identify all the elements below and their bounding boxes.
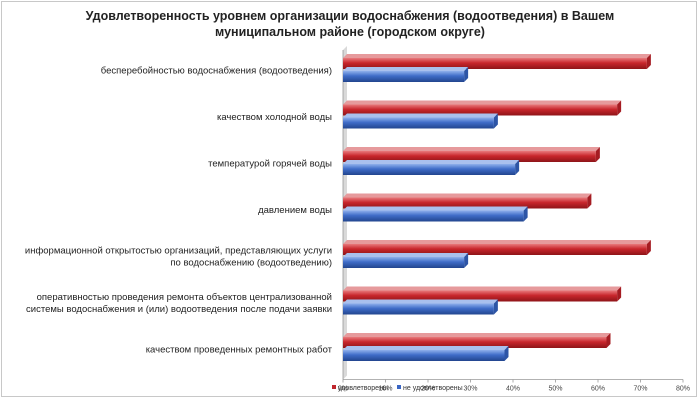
bar-cap-satisfied-3: [595, 147, 600, 162]
x-tick-label-4: 40%: [506, 386, 520, 393]
category-label-4: давлением воды: [258, 205, 332, 216]
bar-satisfied-6: [343, 290, 618, 302]
bar-cap-satisfied-1: [646, 54, 651, 69]
bar-unsatisfied-5: [343, 257, 465, 268]
category-label-7: качеством проведенных ремонтных работ: [146, 345, 333, 356]
x-tick-label-1: 10%: [378, 386, 392, 393]
x-tick-label-7: 70%: [633, 386, 647, 393]
bar-top-unsatisfied-5: [343, 253, 469, 257]
bar-unsatisfied-4: [343, 210, 524, 222]
bar-cap-satisfied-4: [587, 193, 592, 209]
bar-unsatisfied-6: [343, 303, 494, 315]
bar-cap-unsatisfied-2: [493, 113, 498, 129]
bar-unsatisfied-3: [343, 164, 516, 175]
bar-top-unsatisfied-4: [343, 206, 528, 211]
bar-cap-satisfied-2: [617, 100, 622, 116]
bar-top-satisfied-4: [343, 193, 592, 198]
bar-cap-satisfied-6: [617, 286, 622, 302]
chart-title: Удовлетворенность уровнем организации во…: [40, 8, 660, 40]
category-label-5: информационной открытостью организаций, …: [25, 246, 332, 269]
bar-top-satisfied-6: [343, 286, 622, 291]
bar-top-unsatisfied-2: [343, 113, 498, 118]
legend-swatch-unsatisfied: [397, 385, 401, 389]
bar-top-unsatisfied-6: [343, 299, 498, 304]
bar-cap-satisfied-5: [646, 240, 651, 255]
x-tick-label-8: 80%: [676, 386, 690, 393]
bar-cap-unsatisfied-4: [523, 206, 528, 222]
bar-satisfied-4: [343, 197, 588, 209]
legend-swatch-satisfied: [332, 385, 336, 389]
x-tick-label-0: 0%: [338, 386, 348, 393]
legend-label-satisfied: удовлетворены: [338, 385, 388, 392]
bar-unsatisfied-7: [343, 350, 505, 361]
category-label-3: температурой горячей воды: [208, 159, 332, 170]
bar-top-satisfied-1: [343, 54, 651, 58]
category-label-2: качеством холодной воды: [217, 112, 332, 123]
bar-unsatisfied-2: [343, 117, 494, 129]
category-label-1: бесперебойностью водоснабжения (водоотве…: [101, 66, 332, 77]
category-label-6: оперативностью проведения ремонта объект…: [26, 292, 332, 315]
bar-top-satisfied-2: [343, 100, 622, 105]
bar-top-unsatisfied-7: [343, 346, 509, 350]
bar-satisfied-2: [343, 104, 618, 116]
bars-layer: [343, 54, 651, 361]
bar-top-unsatisfied-1: [343, 67, 469, 71]
bar-satisfied-7: [343, 337, 607, 348]
bar-top-unsatisfied-3: [343, 160, 520, 164]
chart-title-line-2: муниципальном районе (городском округе): [215, 25, 485, 39]
bar-satisfied-3: [343, 151, 596, 162]
bar-top-satisfied-7: [343, 333, 611, 337]
bar-cap-unsatisfied-1: [464, 67, 469, 82]
x-tick-label-5: 50%: [548, 386, 562, 393]
x-tick-label-6: 60%: [591, 386, 605, 393]
chart-title-line-1: Удовлетворенность уровнем организации во…: [85, 9, 615, 23]
bar-cap-unsatisfied-5: [464, 253, 469, 268]
x-tick-label-2: 20%: [421, 386, 435, 393]
bar-cap-unsatisfied-6: [493, 299, 498, 315]
bar-satisfied-5: [343, 244, 647, 255]
bar-top-satisfied-3: [343, 147, 600, 151]
x-tick-label-3: 30%: [463, 386, 477, 393]
bar-cap-satisfied-7: [606, 333, 611, 348]
bar-cap-unsatisfied-7: [504, 346, 509, 361]
legend: удовлетворены не удовлетворены: [332, 385, 463, 392]
x-axis: 0% 10% 20% 30% 40% 50% 60% 70% 80%: [338, 379, 690, 393]
bar-cap-unsatisfied-3: [515, 160, 520, 175]
category-labels: бесперебойностью водоснабжения (водоотве…: [25, 66, 333, 356]
legend-label-unsatisfied: не удовлетворены: [403, 385, 463, 392]
bar-satisfied-1: [343, 58, 647, 69]
bar-top-satisfied-5: [343, 240, 651, 244]
bar-unsatisfied-1: [343, 71, 465, 82]
